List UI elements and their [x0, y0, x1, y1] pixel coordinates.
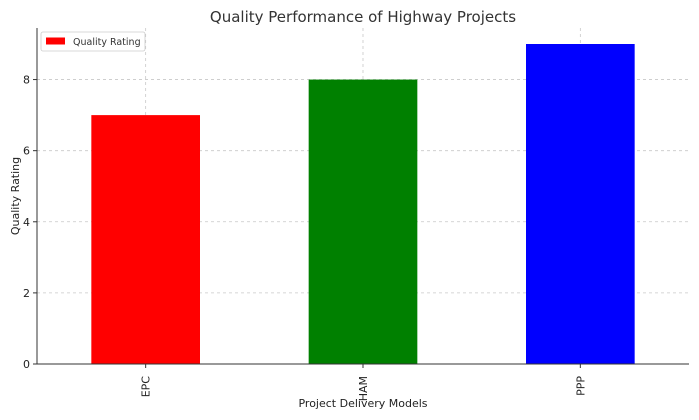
bar-epc	[91, 115, 200, 364]
legend-box	[40, 31, 146, 52]
legend-label: Quality Rating	[73, 37, 141, 48]
y-tick-label: 4	[23, 216, 30, 229]
y-ticks: 0 2 4 6 8	[23, 74, 37, 371]
legend-swatch	[46, 37, 65, 45]
x-tick-label: EPC	[140, 376, 153, 398]
y-tick-label: 0	[23, 358, 30, 371]
bars	[91, 44, 635, 365]
y-tick-label: 8	[23, 74, 30, 87]
y-tick-label: 2	[23, 287, 30, 300]
chart-title: Quality Performance of Highway Projects	[210, 8, 516, 26]
legend: Quality Rating	[40, 31, 146, 52]
y-tick-label: 6	[23, 145, 30, 158]
y-axis-label: Quality Rating	[9, 157, 22, 235]
bar-ppp	[526, 44, 635, 364]
x-tick-label: PPP	[574, 376, 587, 396]
x-ticks: EPC HAM PPP	[140, 364, 587, 401]
bar-ham	[308, 79, 418, 365]
x-tick-label: HAM	[357, 376, 370, 401]
x-axis-label: Project Delivery Models	[298, 397, 427, 410]
